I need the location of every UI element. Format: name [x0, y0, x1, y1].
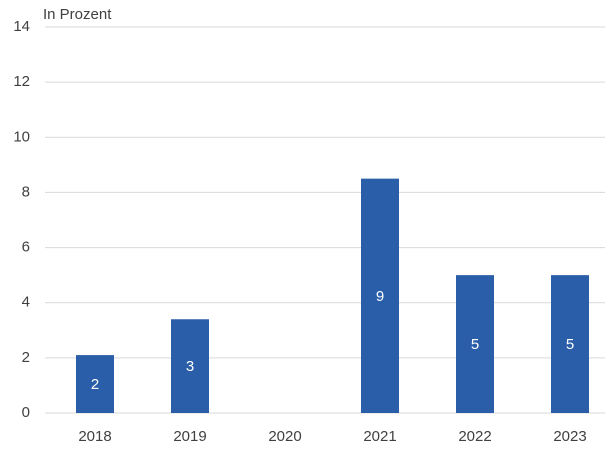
- bar: [551, 275, 589, 413]
- y-tick-label: 10: [13, 128, 30, 145]
- bar: [76, 355, 114, 413]
- x-tick-label: 2021: [363, 428, 396, 445]
- chart-title: In Prozent: [43, 6, 112, 23]
- bar: [361, 178, 399, 413]
- data-label: 2: [91, 376, 99, 393]
- y-tick-label: 14: [13, 18, 30, 35]
- y-tick-label: 8: [22, 183, 30, 200]
- y-tick-label: 4: [22, 294, 30, 311]
- data-label: 9: [376, 288, 384, 305]
- y-tick-label: 6: [22, 239, 30, 256]
- y-tick-label: 2: [22, 349, 30, 366]
- data-label: 5: [471, 336, 479, 353]
- x-tick-label: 2022: [458, 428, 491, 445]
- x-tick-label: 2018: [78, 428, 111, 445]
- data-label: 3: [186, 358, 194, 375]
- data-label: 5: [566, 336, 574, 353]
- x-tick-label: 2019: [173, 428, 206, 445]
- x-tick-label: 2020: [268, 428, 301, 445]
- y-tick-label: 12: [13, 73, 30, 90]
- bar: [456, 275, 494, 413]
- y-tick-label: 0: [22, 404, 30, 421]
- bar: [171, 319, 209, 413]
- x-tick-label: 2023: [553, 428, 586, 445]
